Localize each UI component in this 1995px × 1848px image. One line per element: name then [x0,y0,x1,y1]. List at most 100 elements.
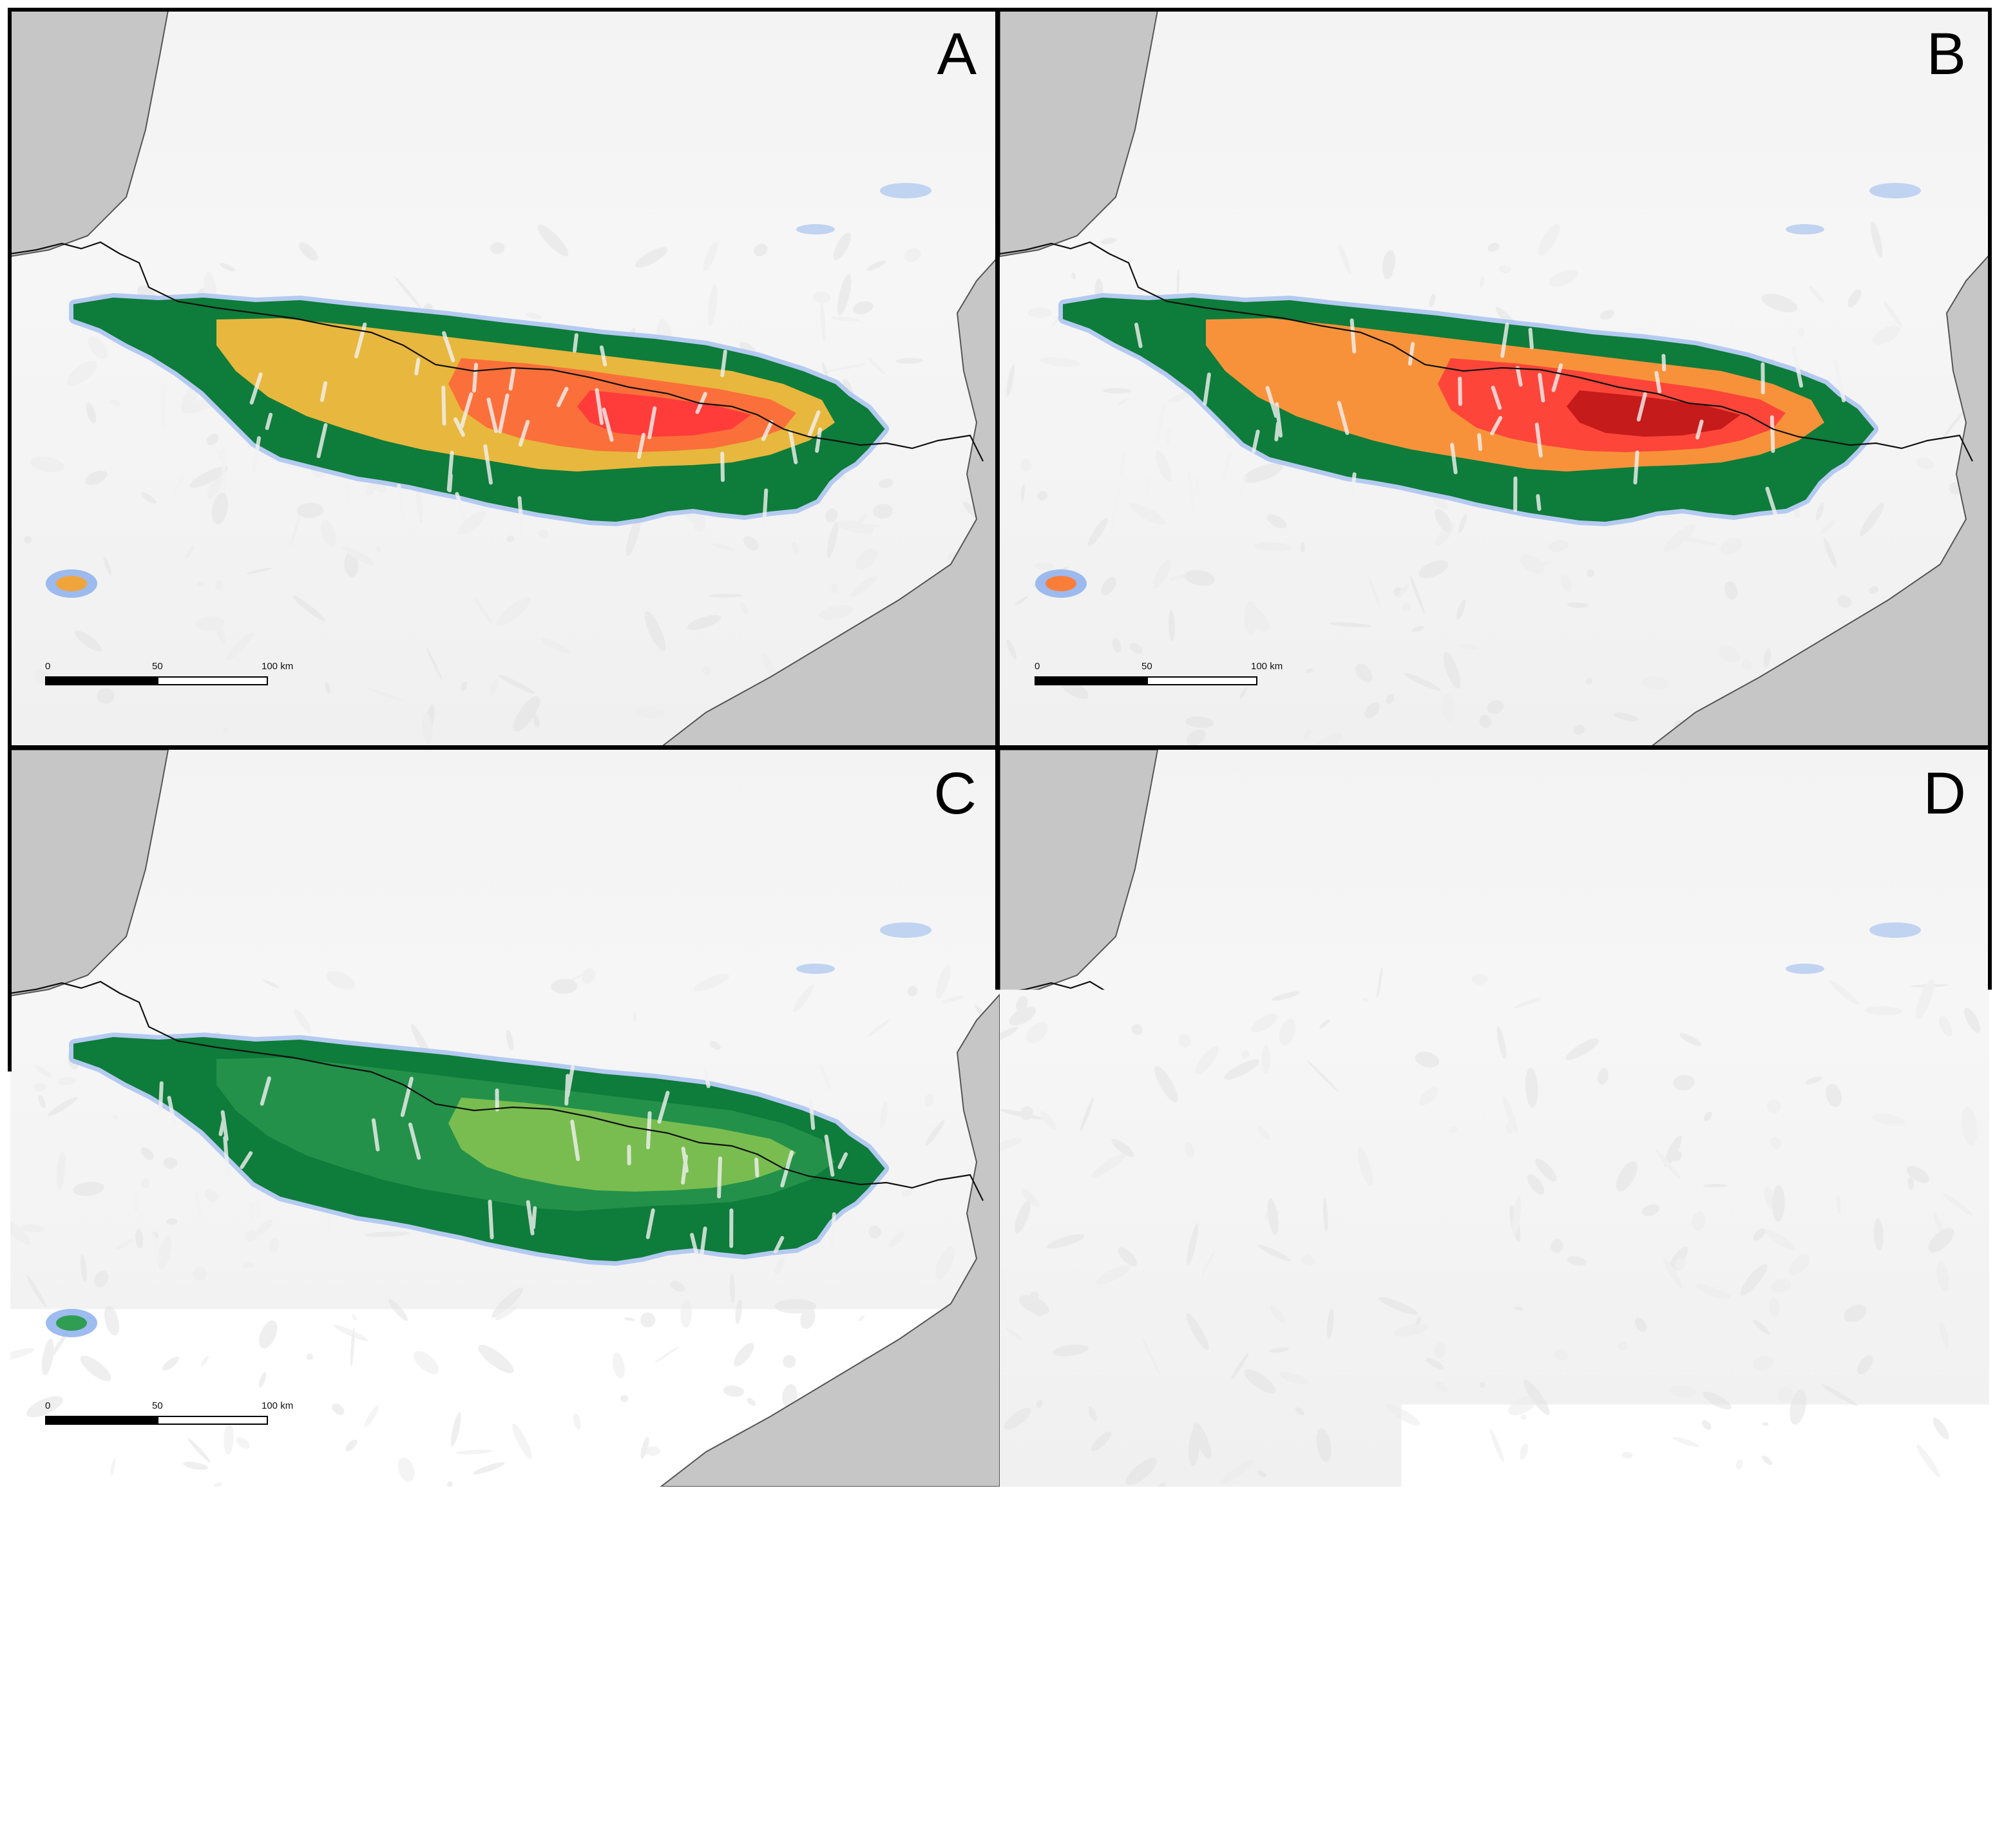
valley-line [1772,417,1773,452]
scale-label-50: 50 [1141,661,1152,672]
valley-line [1146,479,1148,497]
scale-segment-black [1035,1416,1148,1425]
tick-marker [566,1731,589,1761]
tick-label-0-65: 0.65 [1230,1777,1356,1847]
relief-patch [775,1299,817,1313]
northeast-patch-small [796,964,835,974]
tick-marker-shape [1875,1733,1895,1759]
valley-line [1790,1208,1791,1236]
vertical-divider [995,8,1000,1492]
valley-line [811,1101,814,1128]
map-canvas [1000,750,1989,1487]
scale-label-100: 100 km [262,661,293,672]
valley-line [416,360,418,374]
scale-bar: 0 50 100 km [45,1400,271,1433]
valley-line [1751,1095,1752,1119]
valley-line [1353,474,1355,493]
valley-line [223,450,225,488]
valley-line [1352,320,1355,351]
tick-label-0-85: 0.85 [1554,1777,1679,1847]
valley-line [160,1083,162,1110]
valley-line [450,475,451,490]
valley-line [719,1158,720,1196]
valley-line [533,1208,535,1228]
scale-segment-white [157,676,268,685]
northeast-patch-small [796,224,835,234]
map-canvas [1000,10,1989,747]
panel-letter-a: A [937,24,977,84]
scale-segment-black [1035,676,1148,685]
valley-line [329,1216,330,1234]
scale-label-50: 50 [152,661,163,672]
scale-label-50: 50 [152,1400,163,1411]
scale-bar: 0 50 100 km [45,661,271,693]
tick-marker-shape [1265,1733,1284,1759]
outlier-patch [1045,576,1076,591]
valley-line [1209,1186,1212,1214]
valley-line [1596,1227,1599,1252]
map-panel-b: B 0 50 100 km [1000,10,1989,747]
valley-line [1487,1065,1489,1100]
scale-bar: 0 50 100 km [1035,1400,1260,1433]
outlier-patch [1045,1315,1076,1331]
map-canvas [10,750,1000,1487]
tick-marker-shape [568,1733,587,1759]
legend-title-habitat: Habitat [727,1504,927,1575]
valley-line [1346,1124,1348,1143]
tick-marker-shape [1616,1733,1636,1759]
northeast-patch [880,922,931,938]
scale-label-100: 100 km [1251,661,1283,672]
northeast-patch-small [1786,224,1824,234]
horizontal-divider [8,745,1992,750]
scale-segment-black [45,676,158,685]
tick-label-0-05: 0.05 [126,1777,252,1847]
valley-line [1168,430,1169,444]
tick-marker [1263,1731,1286,1761]
valley-line [1291,1145,1292,1163]
color-ramp [135,1588,1887,1723]
northeast-patch [1869,183,1921,198]
valley-line [1531,330,1532,347]
valley-line [1663,356,1664,369]
tick-marker-shape [217,1733,236,1759]
map-panel-c: C 0 50 100 km [10,750,1000,1487]
northeast-patch [880,183,931,198]
valley-line [474,365,476,390]
tick-label-0-25: 0.25 [519,1777,645,1847]
valley-line [136,1194,137,1209]
outlier-patch [56,576,87,591]
valley-line [1348,1154,1350,1173]
tick-marker [215,1731,238,1761]
scale-label-0: 0 [1035,1400,1040,1411]
tick-label-1-00: 1.00 [1780,1777,1906,1847]
valley-line [1204,1064,1206,1078]
valley-line [832,1214,834,1248]
valley-line [1200,1205,1201,1235]
tick-marker-shape [921,1733,940,1759]
scale-label-0: 0 [45,1400,50,1411]
map-panel-d: D 0 50 100 km [1000,750,1989,1487]
valley-line [1723,1098,1725,1127]
outlier-patch [56,1315,87,1331]
valley-line [1293,1212,1294,1240]
panel-letter-d: D [1923,764,1966,823]
northeast-patch [1869,922,1921,938]
valley-line [1276,424,1278,440]
valley-line [443,388,444,424]
tick-label-0-45: 0.45 [875,1777,1000,1847]
scale-bar: 0 50 100 km [1035,661,1260,693]
valley-line [163,386,164,424]
map-panel-a: A 0 50 100 km [10,10,1000,747]
valley-line [756,1159,757,1176]
valley-line [1122,455,1124,476]
panel-letter-c: C [934,764,977,823]
valley-line [1538,496,1539,509]
scale-label-100: 100 km [1251,1400,1283,1411]
panel-letter-b: B [1927,24,1966,84]
scale-segment-white [1147,1416,1257,1425]
valley-line [1602,1060,1603,1081]
valley-line [722,453,723,480]
map-canvas [10,10,1000,747]
tick-marker [1614,1731,1637,1761]
valley-line [1196,480,1198,493]
